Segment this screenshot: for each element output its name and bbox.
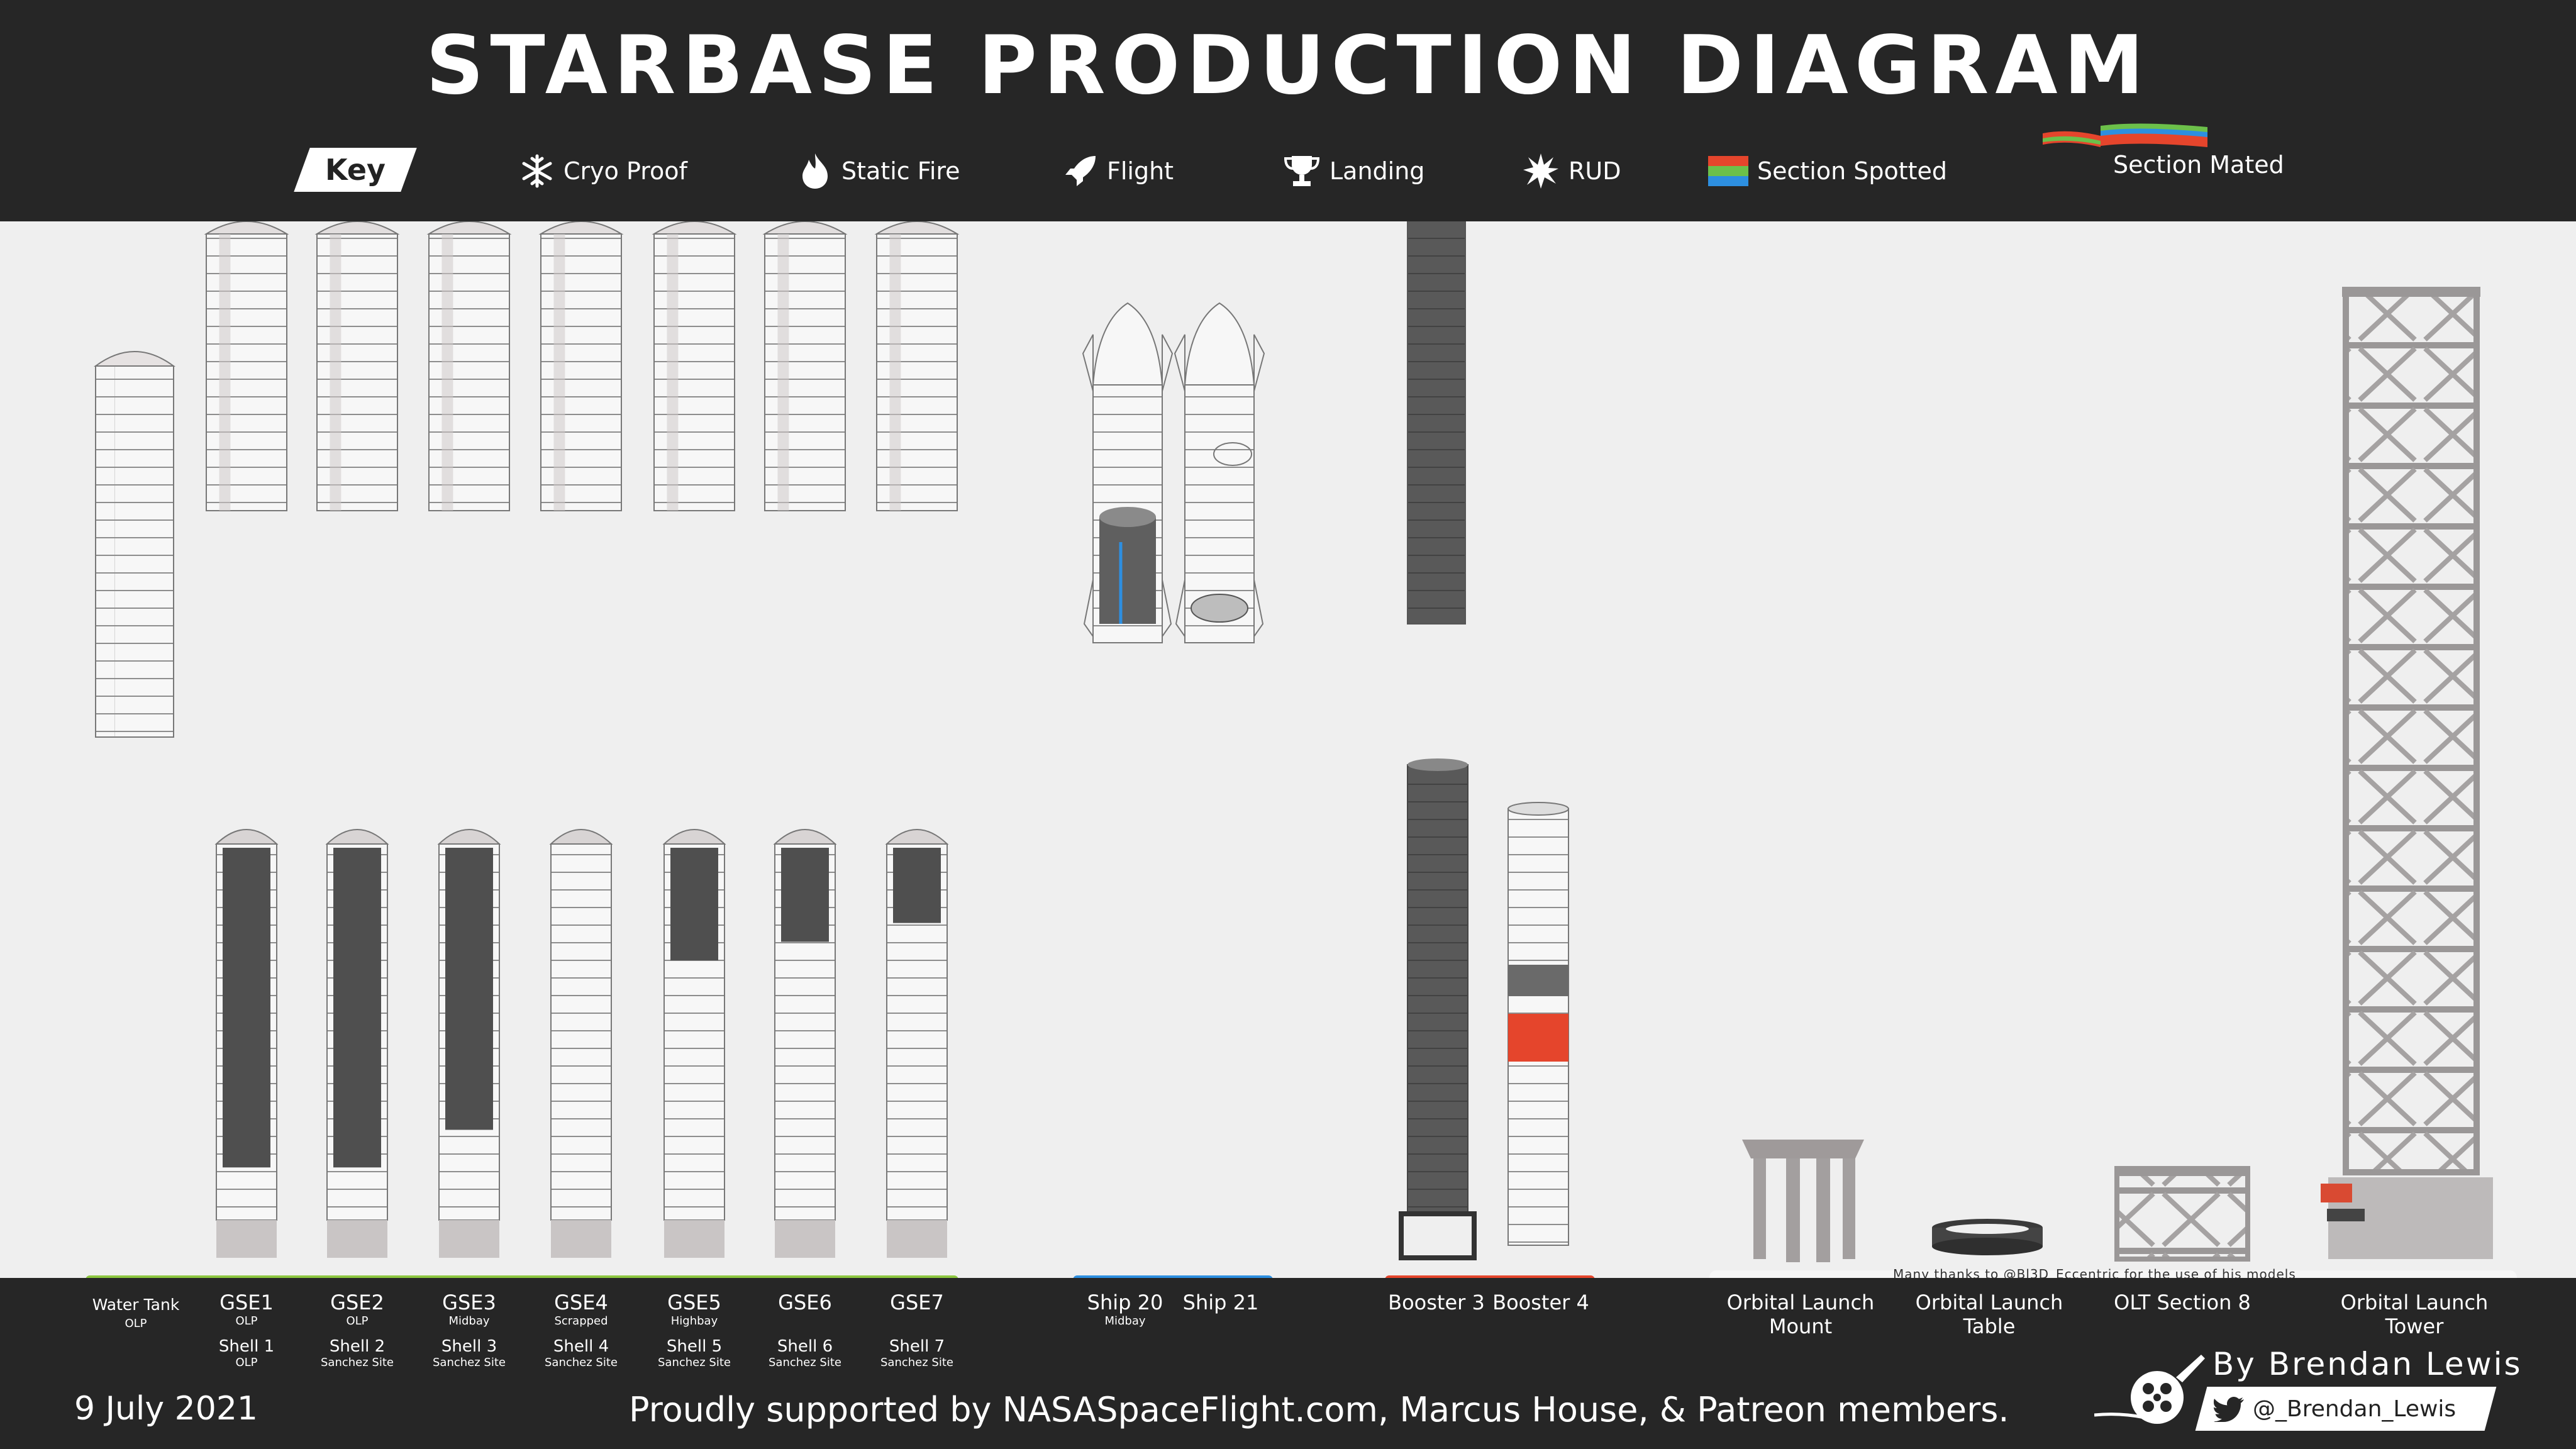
gse3-tall-tank — [426, 221, 512, 511]
label-gse1: GSE1 OLP Shell 1 OLP — [196, 1291, 297, 1370]
snowflake-icon — [522, 154, 552, 188]
key-item-cryo-proof: Cryo Proof — [519, 151, 687, 191]
label-orbital-launch-mount: Orbital Launch Mount — [1726, 1291, 1875, 1338]
gse4-shell-body — [549, 829, 613, 1258]
explosion-icon — [1523, 153, 1558, 189]
key-item-static-fire: Static Fire — [797, 151, 960, 191]
gse2-tall-tank — [314, 221, 400, 511]
label-booster-3: Booster 3 — [1388, 1291, 1485, 1314]
twitter-icon — [2214, 1397, 2244, 1422]
gse1-shell-body — [214, 829, 279, 1258]
byline: By Brendan Lewis — [2212, 1346, 2523, 1382]
gse7-shell-label: Shell 7 — [889, 1337, 945, 1356]
gse7-shell-body — [885, 829, 949, 1258]
label-orbital-launch-tower: Orbital Launch Tower — [2340, 1291, 2489, 1338]
label-gse2: GSE2 OLP Shell 2 Sanchez Site — [307, 1291, 408, 1370]
label-gse5: GSE5 Highbay Shell 5 Sanchez Site — [644, 1291, 745, 1370]
key-item-rud: RUD — [1522, 151, 1621, 191]
tanks-layer — [204, 221, 1569, 1260]
gse1-shell-label: Shell 1 — [218, 1337, 275, 1356]
key-badge: Key — [294, 148, 417, 192]
booster-3 — [1407, 221, 1466, 625]
gse1-tall-tank — [204, 221, 289, 511]
gse5-tall-tank — [652, 221, 737, 511]
label-ship-21: Ship 21 — [1182, 1291, 1259, 1314]
gse5-shell-body — [662, 829, 726, 1258]
trophy-icon — [1284, 156, 1320, 186]
gse4-tall-tank — [538, 221, 624, 511]
label-booster-4: Booster 4 — [1492, 1291, 1589, 1314]
orbital-launch-tower — [2321, 287, 2493, 1259]
ship-20 — [1082, 302, 1174, 643]
section-mated-icon — [2043, 123, 2207, 147]
booster-3-hull — [1399, 758, 1477, 1260]
gse5-shell-label: Shell 5 — [666, 1337, 723, 1356]
twitter-handle[interactable]: @_Brendan_Lewis — [2214, 1387, 2456, 1431]
gse3-shell-body — [437, 829, 501, 1258]
olt-section-8 — [2114, 1166, 2250, 1262]
section-spotted-icon — [1708, 156, 1748, 186]
label-ship-20: Ship 20 Midbay — [1087, 1291, 1163, 1328]
rocket-icon — [1065, 156, 1096, 186]
gse6-shell-label: Shell 6 — [777, 1337, 833, 1356]
gse7-tall-tank — [874, 221, 960, 511]
key-item-landing: Landing — [1283, 151, 1424, 191]
key-item-section-spotted: Section Spotted — [1708, 151, 1947, 191]
header: STARBASE PRODUCTION DIAGRAM Key Cryo Pro… — [0, 0, 2576, 221]
label-water-tank: Water Tank OLP — [92, 1296, 180, 1330]
gse4-shell-label: Shell 4 — [553, 1337, 609, 1356]
key-item-flight: Flight — [1063, 151, 1174, 191]
flame-icon — [802, 153, 828, 189]
gse2-shell-body — [325, 829, 389, 1258]
label-gse7: GSE7 Shell 7 Sanchez Site — [867, 1291, 967, 1370]
support-credits: Proudly supported by NASASpaceFlight.com… — [629, 1390, 2009, 1430]
gse6-shell-body — [773, 829, 837, 1258]
page-title: STARBASE PRODUCTION DIAGRAM — [426, 19, 2150, 113]
label-olt-section-8: OLT Section 8 — [2114, 1291, 2251, 1314]
ship-21 — [1174, 302, 1265, 643]
gse6-tall-tank — [762, 221, 848, 511]
booster-4-hull — [1507, 802, 1569, 1246]
gse2-shell-label: Shell 2 — [329, 1337, 386, 1356]
gse3-shell-label: Shell 3 — [441, 1337, 497, 1356]
label-gse4: GSE4 Scrapped Shell 4 Sanchez Site — [531, 1291, 631, 1370]
production-diagram — [93, 221, 2493, 1262]
orbital-launch-table — [1932, 1219, 2043, 1255]
orbital-launch-mount — [1742, 1140, 1864, 1262]
label-orbital-launch-table: Orbital Launch Table — [1915, 1291, 2063, 1338]
label-gse3: GSE3 Midbay Shell 3 Sanchez Site — [419, 1291, 519, 1370]
production-stage — [0, 221, 2576, 1284]
date-label: 9 July 2021 — [74, 1390, 258, 1428]
author-logo-icon — [2094, 1355, 2205, 1424]
label-gse6: GSE6 Shell 6 Sanchez Site — [755, 1291, 855, 1370]
water-tank — [93, 351, 176, 738]
